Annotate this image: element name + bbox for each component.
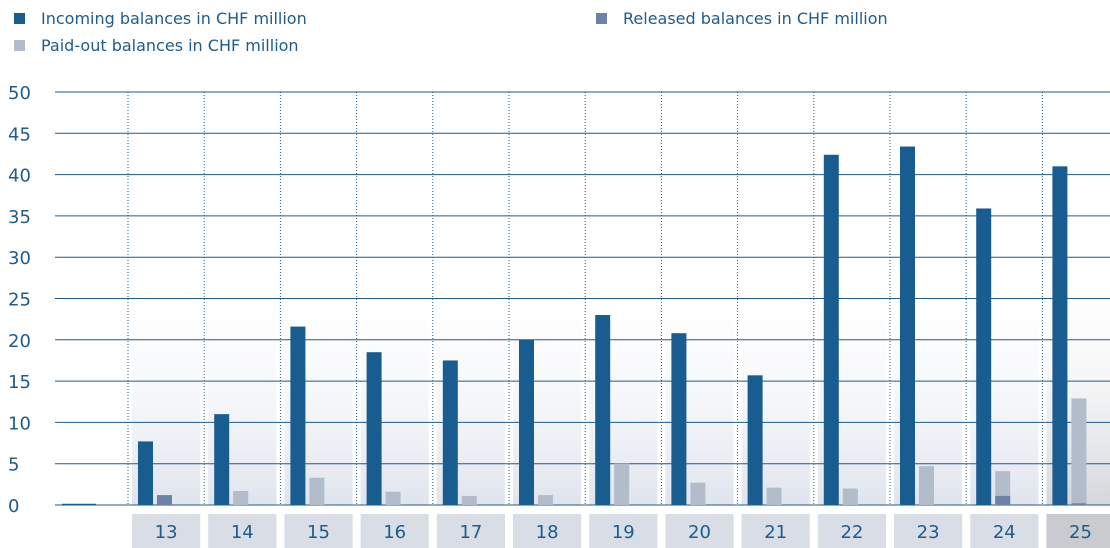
x-label-box xyxy=(970,514,1039,548)
y-tick-label: 30 xyxy=(8,248,31,269)
x-label-box xyxy=(360,514,429,548)
y-tick-label: 50 xyxy=(8,83,31,104)
bar-paid-out xyxy=(385,491,401,505)
legend-label-incoming: Incoming balances in CHF million xyxy=(41,9,307,28)
legend-released: Released balances in CHF million xyxy=(596,9,888,28)
legend-paid-out: Paid-out balances in CHF million xyxy=(14,36,299,55)
bar-incoming xyxy=(366,352,382,505)
y-tick-label: 10 xyxy=(8,413,31,434)
x-label-box xyxy=(894,514,963,548)
x-label-box xyxy=(284,514,353,548)
x-tick-label: 21 xyxy=(764,522,787,543)
bar-paid-out xyxy=(842,488,858,505)
x-label-box xyxy=(513,514,582,548)
bar-paid-out xyxy=(614,463,630,505)
legend-swatch-incoming xyxy=(14,13,25,24)
x-tick-label: 17 xyxy=(459,522,482,543)
x-tick-label: 20 xyxy=(688,522,711,543)
bar-paid-out xyxy=(1071,398,1087,505)
y-tick-label: 15 xyxy=(8,372,31,393)
bar-incoming xyxy=(1052,166,1068,505)
bar-paid-out xyxy=(233,490,249,505)
x-label-box xyxy=(589,514,658,548)
bar-released xyxy=(995,495,1011,505)
bar-paid-out xyxy=(461,495,477,505)
x-tick-label: 14 xyxy=(231,522,254,543)
bar-paid-out xyxy=(919,466,934,505)
bar-incoming xyxy=(138,441,153,505)
legend-swatch-paid-out xyxy=(14,40,25,51)
bar-incoming xyxy=(519,339,534,505)
x-tick-label: 23 xyxy=(917,522,940,543)
legend-label-released: Released balances in CHF million xyxy=(623,9,888,28)
bar-incoming xyxy=(214,414,230,505)
legend-incoming: Incoming balances in CHF million xyxy=(14,9,307,28)
y-tick-label: 45 xyxy=(8,124,31,145)
bar-released xyxy=(157,495,172,505)
x-label-box xyxy=(817,514,886,548)
legend-swatch-released xyxy=(596,13,607,24)
x-tick-label: 13 xyxy=(155,522,178,543)
legend-label-paid-out: Paid-out balances in CHF million xyxy=(41,36,299,55)
x-label-box xyxy=(1046,514,1110,548)
bar-incoming xyxy=(595,315,611,505)
y-tick-label: 0 xyxy=(8,496,19,517)
bar-incoming xyxy=(442,360,458,505)
y-tick-label: 20 xyxy=(8,331,31,352)
bar-paid-out xyxy=(690,482,706,505)
x-tick-label: 19 xyxy=(612,522,635,543)
bar-paid-out xyxy=(766,487,782,505)
bar-incoming xyxy=(747,375,763,505)
y-tick-label: 40 xyxy=(8,166,31,187)
x-tick-label: 24 xyxy=(993,522,1016,543)
x-label-box xyxy=(132,514,201,548)
bar-incoming xyxy=(976,208,992,505)
y-tick-label: 5 xyxy=(8,455,19,476)
x-label-box xyxy=(208,514,277,548)
x-tick-label: 25 xyxy=(1069,522,1092,543)
bar-incoming xyxy=(671,333,687,505)
bar-released xyxy=(1071,503,1087,505)
bar-paid-out xyxy=(538,495,553,505)
y-tick-label: 35 xyxy=(8,207,31,228)
x-label-box xyxy=(436,514,505,548)
y-tick-label: 25 xyxy=(8,290,31,311)
x-tick-label: 16 xyxy=(383,522,406,543)
bar-incoming xyxy=(290,326,306,505)
x-label-box xyxy=(741,514,810,548)
bar-paid-out xyxy=(309,477,325,505)
bar-incoming xyxy=(900,146,915,506)
bar-incoming xyxy=(823,154,839,505)
x-tick-label: 22 xyxy=(840,522,863,543)
x-tick-label: 15 xyxy=(307,522,330,543)
x-label-box xyxy=(665,514,734,548)
x-tick-label: 18 xyxy=(536,522,559,543)
